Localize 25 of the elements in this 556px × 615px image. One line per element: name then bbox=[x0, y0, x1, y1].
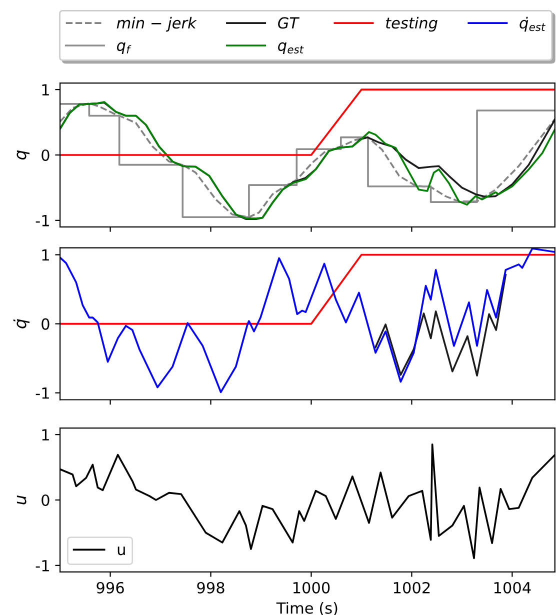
legend-label: testing bbox=[386, 16, 438, 32]
x-tick-label: 1002 bbox=[394, 582, 430, 594]
x-tick-label: 1004 bbox=[494, 582, 531, 594]
y-tick-label: 0 bbox=[42, 494, 50, 506]
y-axis-title: u bbox=[16, 495, 26, 504]
legend-label: q$_{est}$ bbox=[278, 42, 304, 54]
line-series bbox=[374, 274, 507, 376]
x-tick-label: 998 bbox=[197, 582, 224, 594]
legend-label: u bbox=[118, 546, 125, 556]
y-tick-label: -1 bbox=[36, 388, 49, 399]
y-tick-label: 1 bbox=[42, 249, 49, 261]
legend-label: q$_{f}$ bbox=[116, 42, 132, 54]
x-tick-label: 996 bbox=[96, 582, 124, 594]
y-tick-label: -1 bbox=[36, 215, 49, 226]
y-tick-label: 1 bbox=[42, 429, 49, 440]
y-tick-label: -1 bbox=[36, 560, 49, 572]
y-tick-label: 0 bbox=[42, 318, 50, 330]
y-axis-title: q̇ bbox=[13, 319, 30, 328]
legend-label: min − jerk bbox=[116, 16, 197, 32]
legend-label: GT bbox=[278, 17, 300, 29]
y-axis-title: q bbox=[16, 150, 30, 160]
legend-label: q̇$_{est}$ bbox=[520, 16, 546, 32]
y-tick-label: 1 bbox=[42, 84, 49, 96]
y-tick-label: 0 bbox=[42, 149, 50, 161]
x-tick-label: 1000 bbox=[293, 582, 330, 594]
